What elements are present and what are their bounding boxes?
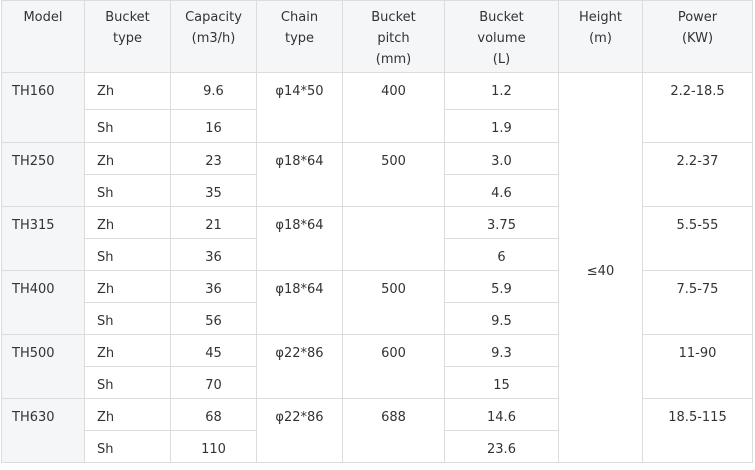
table-row: TH500 Zh 45 φ22*86 600 9.3 11-90 [1,334,753,399]
bucket-type-cell: Zh [84,270,171,303]
bucket-pitch-cell: 500 [342,270,445,335]
header-chain-type: Chain type [256,0,343,73]
model-cell: TH400 [1,270,85,335]
header-bucket-pitch: Bucket pitch (mm) [342,0,445,73]
model-cell: TH160 [1,72,85,143]
header-row: Model Bucket type Capacity (m3/h) Chain typ… [1,0,753,73]
bucket-volume-cell: 9.3 [444,334,559,367]
table-row: Sh 56 9.5 [2,302,753,335]
chain-type-cell: φ18*64 [256,206,343,271]
table-row: TH250 Zh 23 φ18*64 500 3.0 2.2-37 [1,142,753,207]
table-row: Sh 36 6 [2,238,753,271]
header-bucket-volume: Bucket volume (L) [444,0,559,73]
bucket-pitch-cell: 400 [342,72,445,143]
capacity-cell: 16 [170,109,257,143]
capacity-cell: 23 [170,142,257,175]
bucket-volume-cell: 9.5 [444,302,559,335]
height-cell: ≤40 [558,72,643,463]
bucket-volume-cell: 6 [444,238,559,271]
capacity-cell: 36 [170,238,257,271]
bucket-type-cell: Sh [84,430,171,463]
table-row: Sh 70 15 [2,366,753,399]
bucket-volume-cell: 3.0 [444,142,559,175]
bucket-volume-cell: 15 [444,366,559,399]
header-model: Model [1,0,85,73]
power-cell: 7.5-75 [642,270,753,335]
bucket-pitch-cell: 600 [342,334,445,399]
bucket-type-cell: Zh [84,72,171,110]
model-cell: TH315 [1,206,85,271]
bucket-pitch-cell [342,206,445,271]
capacity-cell: 45 [170,334,257,367]
power-cell: 5.5-55 [642,206,753,271]
table-row: TH160 Zh 9.6 φ14*50 400 1.2 ≤40 2.2-18.5 [1,72,753,463]
bucket-type-cell: Sh [84,302,171,335]
power-cell: 11-90 [642,334,753,399]
bucket-pitch-cell: 688 [342,398,445,463]
bucket-type-cell: Sh [84,109,171,143]
header-height: Height (m) [558,0,643,73]
bucket-type-cell: Sh [84,174,171,207]
bucket-volume-cell: 5.9 [444,270,559,303]
capacity-cell: 110 [170,430,257,463]
chain-type-cell: φ22*86 [256,334,343,399]
chain-type-cell: φ18*64 [256,270,343,335]
capacity-cell: 21 [170,206,257,239]
table-row: Sh 35 4.6 [2,174,753,207]
table-row: Sh 16 1.9 [2,109,753,143]
power-cell: 2.2-18.5 [642,72,753,143]
header-power: Power (KW) [642,0,753,73]
table-row: TH630 Zh 68 φ22*86 688 14.6 18.5-115 [1,398,753,463]
bucket-volume-cell: 1.9 [444,109,559,143]
capacity-cell: 68 [170,398,257,431]
capacity-cell: 70 [170,366,257,399]
table-row: Sh 110 23.6 [2,430,753,463]
bucket-volume-cell: 1.2 [444,72,559,110]
bucket-pitch-cell: 500 [342,142,445,207]
table-row: TH400 Zh 36 φ18*64 500 5.9 7.5-75 [1,270,753,335]
bucket-type-cell: Zh [84,142,171,175]
power-cell: 2.2-37 [642,142,753,207]
header-bucket-type: Bucket type [84,0,171,73]
capacity-cell: 35 [170,174,257,207]
capacity-cell: 56 [170,302,257,335]
power-cell: 18.5-115 [642,398,753,463]
capacity-cell: 9.6 [170,72,257,110]
model-cell: TH630 [1,398,85,463]
model-cell: TH500 [1,334,85,399]
bucket-volume-cell: 4.6 [444,174,559,207]
bucket-type-cell: Zh [84,334,171,367]
chain-type-cell: φ14*50 [256,72,343,143]
bucket-type-cell: Sh [84,238,171,271]
bucket-volume-cell: 23.6 [444,430,559,463]
bucket-volume-cell: 3.75 [444,206,559,239]
chain-type-cell: φ18*64 [256,142,343,207]
bucket-type-cell: Zh [84,398,171,431]
model-cell: TH250 [1,142,85,207]
header-capacity: Capacity (m3/h) [170,0,257,73]
capacity-cell: 36 [170,270,257,303]
bucket-volume-cell: 14.6 [444,398,559,431]
bucket-type-cell: Zh [84,206,171,239]
chain-type-cell: φ22*86 [256,398,343,463]
bucket-type-cell: Sh [84,366,171,399]
